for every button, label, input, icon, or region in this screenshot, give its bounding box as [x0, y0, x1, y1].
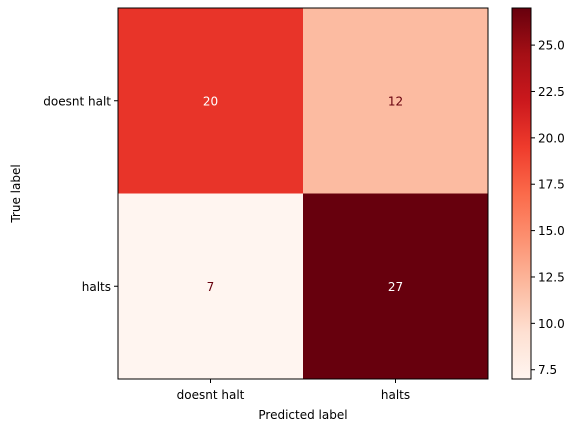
colorbar-tick-label: 20.0: [538, 131, 565, 145]
y-axis-label: True label: [9, 164, 23, 223]
y-tick-label: halts: [82, 280, 111, 294]
colorbar-tick-label: 10.0: [538, 317, 565, 331]
x-axis-ticks: doesnt halt halts: [177, 379, 410, 402]
colorbar-tick-label: 12.5: [538, 270, 565, 284]
x-tick-label: doesnt halt: [177, 388, 245, 402]
x-axis-label: Predicted label: [258, 408, 347, 422]
colorbar-tick-label: 22.5: [538, 85, 565, 99]
cell-value-label: 20: [203, 94, 218, 108]
colorbar: [512, 8, 531, 379]
cell-value-label: 27: [388, 280, 403, 294]
cell-value-label: 12: [388, 94, 403, 108]
y-axis-ticks: doesnt halt halts: [43, 94, 118, 294]
y-tick-label: doesnt halt: [43, 94, 111, 108]
cell-value-label: 7: [207, 280, 215, 294]
colorbar-tick-label: 25.0: [538, 39, 565, 53]
x-tick-label: halts: [381, 388, 410, 402]
colorbar-tick-label: 17.5: [538, 178, 565, 192]
colorbar-tick-label: 7.5: [538, 363, 557, 377]
heatmap-cells: [118, 8, 489, 380]
colorbar-ticks: 7.5 10.0 12.5 15.0 17.5 20.0 22.5 25.0: [531, 39, 565, 378]
colorbar-tick-label: 15.0: [538, 224, 565, 238]
